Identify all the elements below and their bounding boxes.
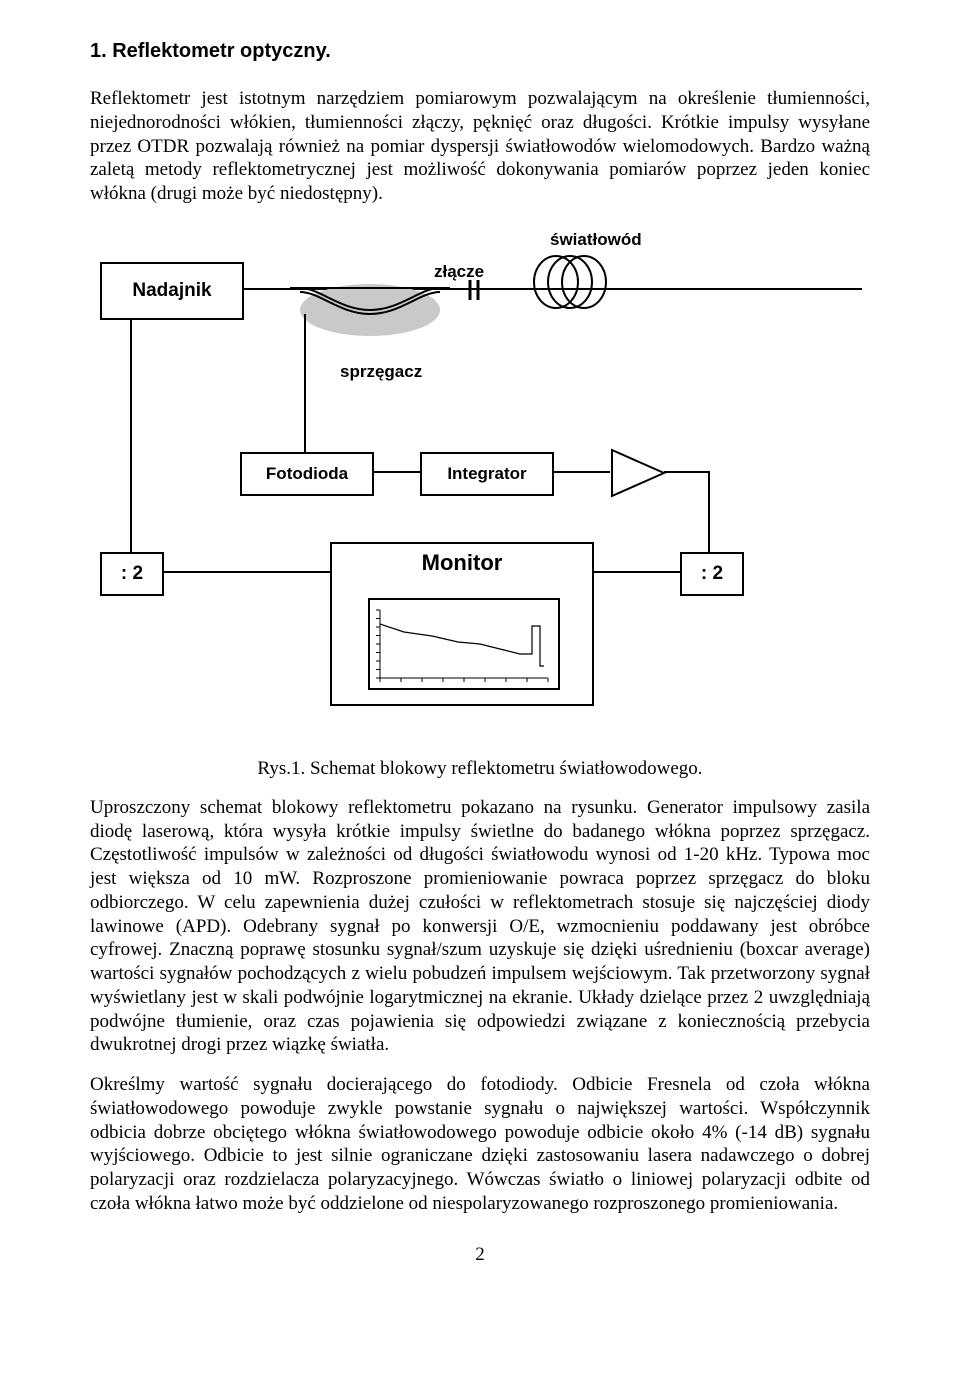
description-paragraph-2: Określmy wartość sygnału docierającego d… xyxy=(90,1073,870,1216)
wire-tx-to-div2l xyxy=(130,318,132,552)
div2-right-box: : 2 xyxy=(680,552,744,596)
wire-amp-out-v xyxy=(708,471,710,552)
page-number: 2 xyxy=(90,1244,870,1266)
div2-left-box: : 2 xyxy=(100,552,164,596)
wire-integrator-to-amp xyxy=(552,471,610,473)
wire-photodiode-to-integrator xyxy=(372,471,420,473)
section-title: 1. Reflektometr optyczny. xyxy=(90,40,870,63)
coupler-icon xyxy=(290,270,450,350)
transmitter-label: Nadajnik xyxy=(132,280,211,301)
fiber-coil-icon xyxy=(520,252,620,312)
wire-coupler-to-photodiode xyxy=(304,314,306,452)
figure-caption: Rys.1. Schemat blokowy reflektometru świ… xyxy=(90,758,870,780)
page: 1. Reflektometr optyczny. Reflektometr j… xyxy=(0,0,960,1306)
photodiode-label: Fotodioda xyxy=(266,464,348,483)
amplifier-icon xyxy=(610,448,670,498)
photodiode-box: Fotodioda xyxy=(240,452,374,496)
monitor-screen xyxy=(368,598,560,690)
connector-icon xyxy=(462,278,492,308)
transmitter-box: Nadajnik xyxy=(100,262,244,320)
otdr-trace-icon xyxy=(370,600,558,688)
integrator-label: Integrator xyxy=(447,464,526,483)
monitor-label: Monitor xyxy=(332,550,592,576)
wire-amp-out-h xyxy=(664,471,710,473)
div2-left-label: : 2 xyxy=(121,563,143,584)
div2-right-label: : 2 xyxy=(701,563,723,584)
coupler-label: sprzęgacz xyxy=(340,362,422,382)
block-diagram: światłowód Nadajnik złącze xyxy=(90,222,870,742)
fiber-label: światłowód xyxy=(550,230,642,250)
wire-div2r-to-monitor xyxy=(592,571,680,573)
monitor-box: Monitor xyxy=(330,542,594,706)
integrator-box: Integrator xyxy=(420,452,554,496)
intro-paragraph: Reflektometr jest istotnym narzędziem po… xyxy=(90,87,870,206)
description-paragraph-1: Uproszczony schemat blokowy reflektometr… xyxy=(90,796,870,1057)
wire-div2l-to-monitor xyxy=(162,571,330,573)
